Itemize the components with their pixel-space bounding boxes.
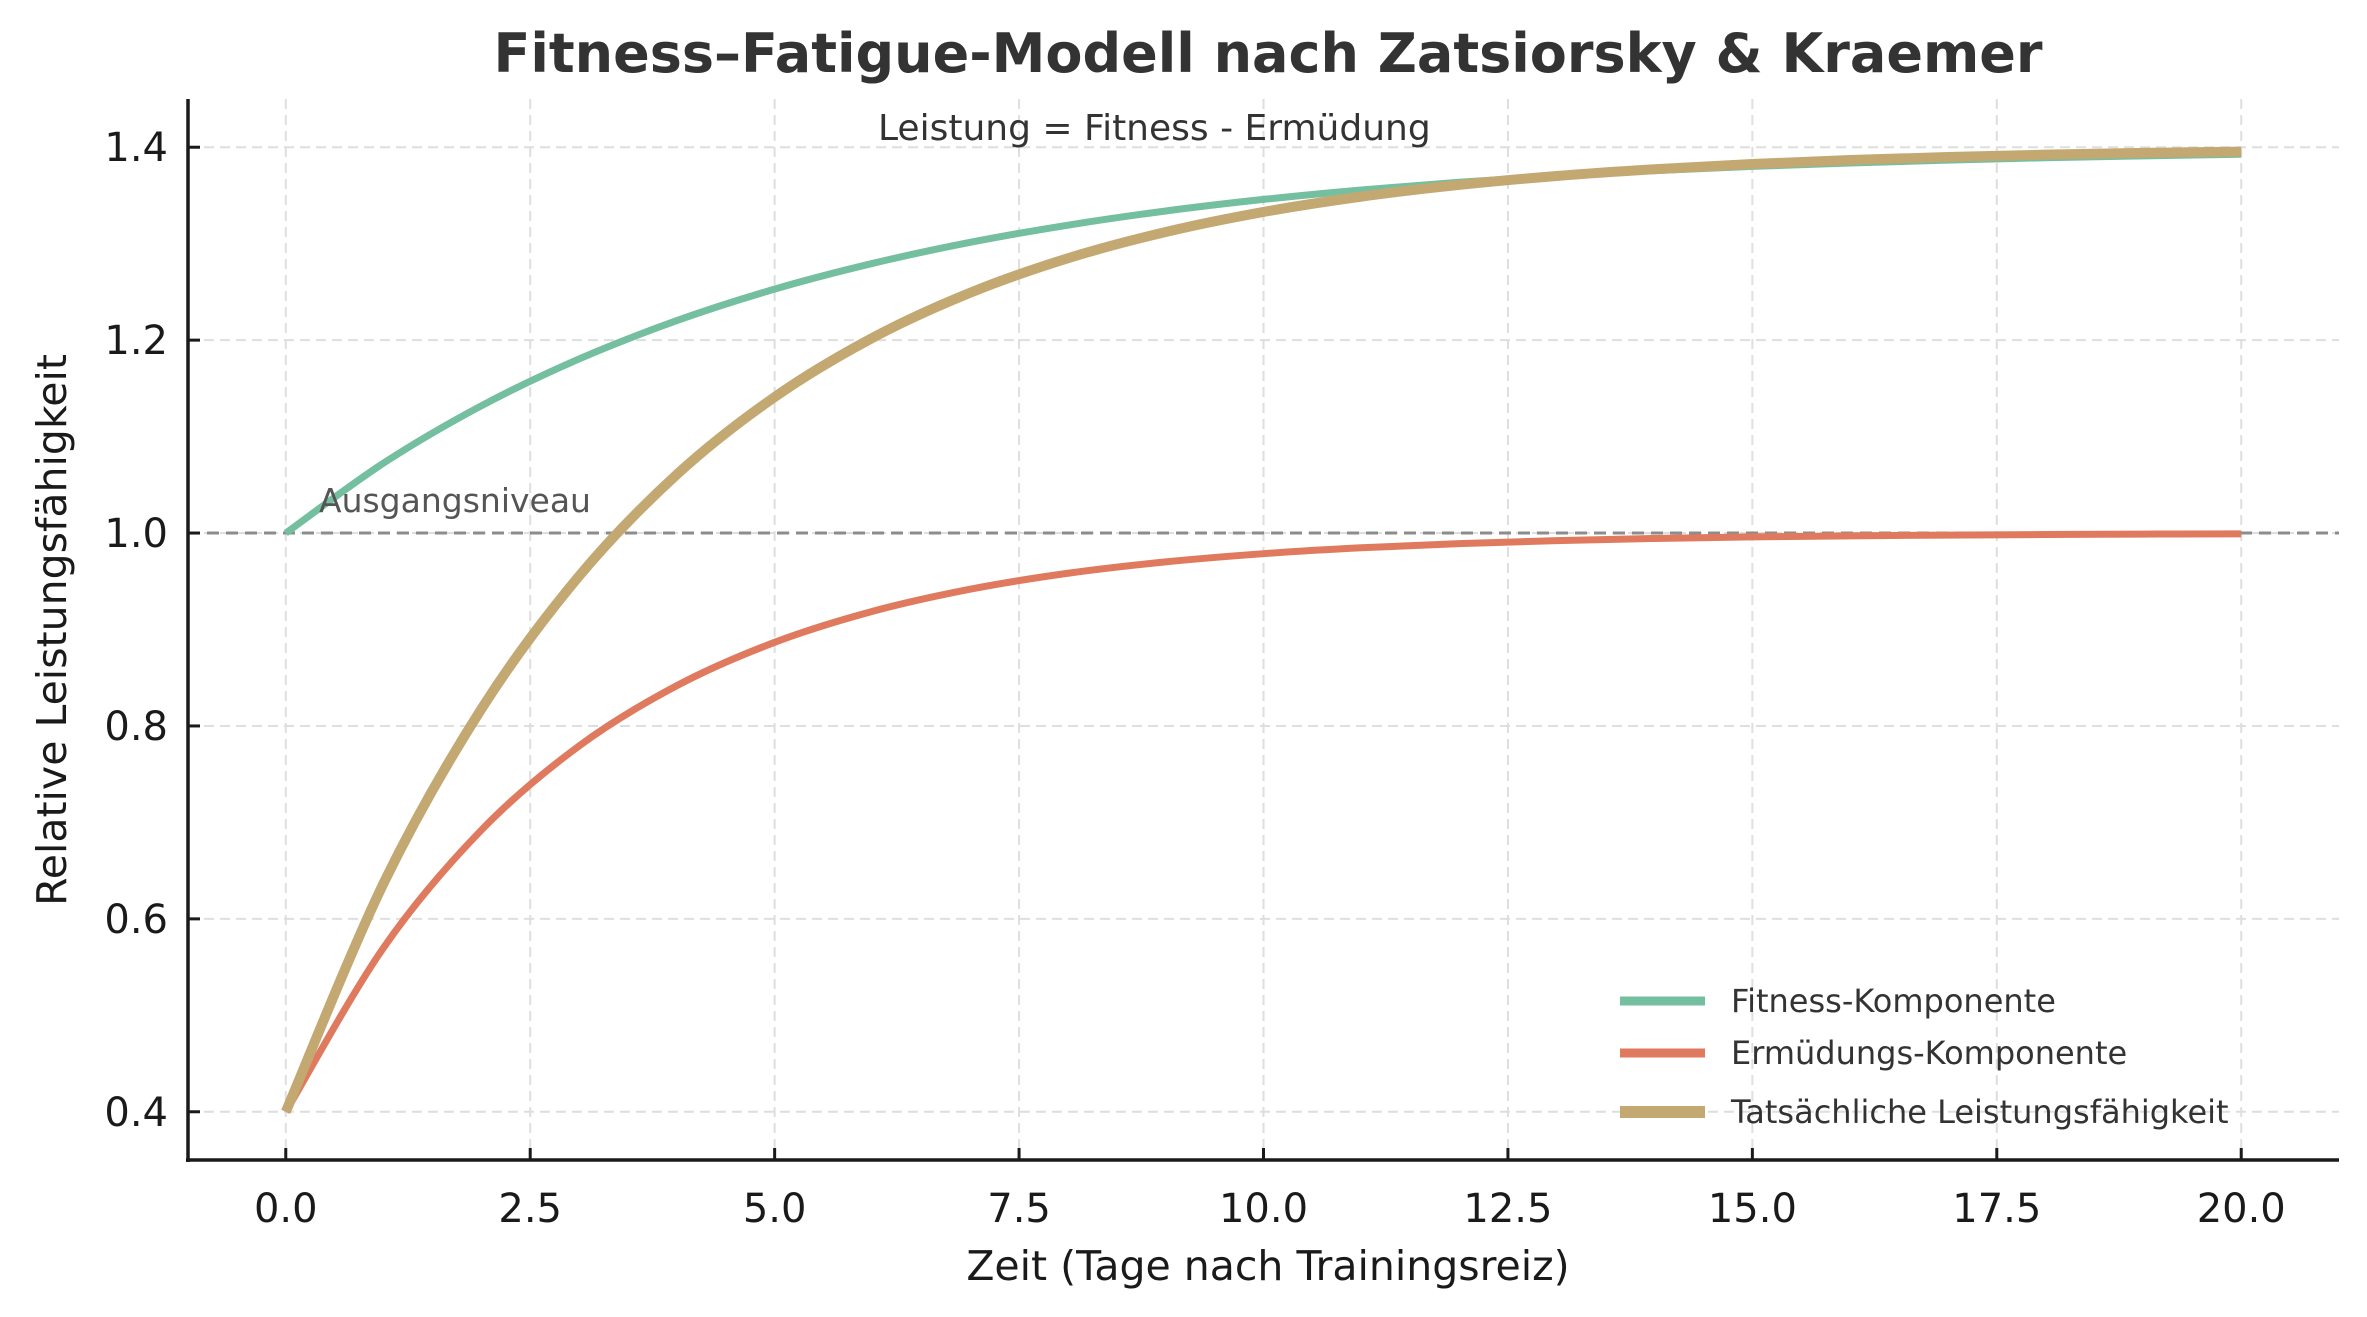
legend-label: Fitness-Komponente <box>1731 982 2056 1020</box>
x-tick-label: 12.5 <box>1463 1186 1552 1232</box>
y-tick-label: 1.2 <box>104 318 168 364</box>
series-lines <box>281 146 2242 1114</box>
baseline-annotation: Ausgangsniveau <box>319 481 591 520</box>
y-tick-label: 0.6 <box>104 897 168 943</box>
x-tick-label: 2.5 <box>498 1186 562 1232</box>
chart-title: Fitness–Fatigue-Modell nach Zatsiorsky &… <box>493 22 2042 85</box>
legend-label: Tatsächliche Leistungsfähigkeit <box>1730 1093 2229 1131</box>
axes: 0.0 2.5 5.0 7.5 10.0 12.5 15.0 17.5 20.0 0.4 0.6 0.… <box>104 99 2339 1232</box>
performance-line <box>281 146 2242 1114</box>
y-tick-label: 1.0 <box>104 511 168 557</box>
legend-label: Ermüdungs-Komponente <box>1731 1034 2127 1072</box>
x-tick-label: 10.0 <box>1219 1186 1308 1232</box>
y-axis-label: Relative Leistungsfähigkeit <box>28 354 76 906</box>
y-tick-label: 0.8 <box>104 704 168 750</box>
y-tick-label: 1.4 <box>104 125 168 171</box>
formula-annotation: Leistung = Fitness - Ermüdung <box>878 108 1431 149</box>
x-tick-label: 7.5 <box>987 1186 1051 1232</box>
legend: Fitness-Komponente Ermüdungs-Komponente Ta… <box>1620 982 2229 1131</box>
x-tick-label: 0.0 <box>254 1186 318 1232</box>
x-tick-label: 20.0 <box>2197 1186 2286 1232</box>
x-tick-label: 17.5 <box>1952 1186 2041 1232</box>
x-tick-label: 5.0 <box>743 1186 807 1232</box>
y-tick-label: 0.4 <box>104 1090 168 1136</box>
x-tick-label: 15.0 <box>1708 1186 1797 1232</box>
x-axis-label: Zeit (Tage nach Trainingsreiz) <box>966 1242 1569 1290</box>
fatigue-line <box>282 530 2242 1114</box>
